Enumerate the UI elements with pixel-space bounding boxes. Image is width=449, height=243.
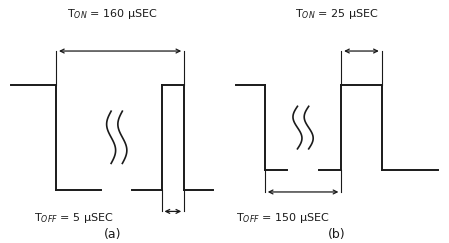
Text: T$_{OFF}$ = 150 μSEC: T$_{OFF}$ = 150 μSEC (236, 211, 330, 226)
Text: T$_{ON}$ = 25 μSEC: T$_{ON}$ = 25 μSEC (295, 7, 379, 21)
Text: T$_{ON}$ = 160 μSEC: T$_{ON}$ = 160 μSEC (67, 7, 158, 21)
Text: (b): (b) (328, 228, 346, 241)
Text: (a): (a) (104, 228, 121, 241)
Text: T$_{OFF}$ = 5 μSEC: T$_{OFF}$ = 5 μSEC (34, 211, 113, 226)
